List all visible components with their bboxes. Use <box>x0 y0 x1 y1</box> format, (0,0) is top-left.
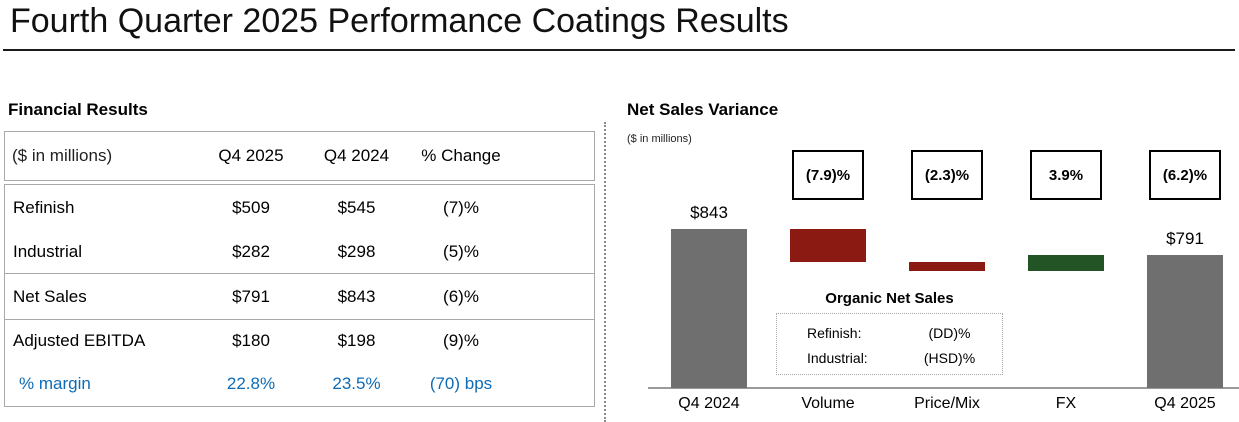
net-sales-variance-title: Net Sales Variance <box>627 100 779 119</box>
row-label: % margin <box>19 374 91 393</box>
annotation-label: Refinish: <box>807 324 862 341</box>
table-row-industrial: Industrial $282 $298 (5)% <box>5 230 594 274</box>
variance-pct-box-price-mix: (2.3)% <box>911 150 983 200</box>
x-axis-label-q4-2025: Q4 2025 <box>1154 395 1216 412</box>
row-value-change: (9)% <box>443 331 479 350</box>
x-axis-label-q4-2024: Q4 2024 <box>678 395 740 412</box>
waterfall-chart: Organic Net Sales Refinish: (DD)% Indust… <box>615 140 1239 422</box>
row-value-q4-2024: $198 <box>337 331 376 350</box>
organic-net-sales-box: Refinish: (DD)% Industrial: (HSD)% <box>776 313 1003 375</box>
x-axis-label-fx: FX <box>1055 395 1077 412</box>
organic-net-sales-title: Organic Net Sales <box>825 290 954 307</box>
table-row-net-sales: Net Sales $791 $843 (6)% <box>5 274 594 320</box>
row-value-change: (6)% <box>443 286 479 306</box>
row-label: Refinish <box>13 197 75 217</box>
row-value-q4-2024: 23.5% <box>332 374 381 393</box>
financial-table-body: Refinish $509 $545 (7)% Industrial $282 … <box>4 184 595 407</box>
x-axis-label-price-mix: Price/Mix <box>914 395 980 412</box>
table-row-refinish: Refinish $509 $545 (7)% <box>5 185 594 230</box>
x-axis-label-volume: Volume <box>801 395 855 412</box>
annotation-value: (DD)% <box>928 324 971 341</box>
annotation-row-industrial: Industrial: (HSD)% <box>777 345 1002 370</box>
annotation-label: Industrial: <box>807 349 868 366</box>
row-value-q4-2024: $298 <box>337 241 376 261</box>
bar-price-mix <box>909 261 985 272</box>
value-label-q4-2024: $843 <box>690 203 728 222</box>
variance-pct-box-q4-2025: (6.2)% <box>1149 150 1221 200</box>
variance-pct-box-fx: 3.9% <box>1030 150 1102 200</box>
title-underline <box>3 49 1235 51</box>
bar-q4-2024 <box>671 229 747 388</box>
row-value-q4-2025: $509 <box>232 197 270 217</box>
bar-volume <box>790 229 866 262</box>
row-label: Adjusted EBITDA <box>13 331 146 350</box>
row-value-q4-2024: $545 <box>337 197 376 217</box>
section-divider <box>604 122 606 422</box>
row-value-q4-2025: $791 <box>232 286 270 306</box>
row-value-change: (70) bps <box>429 374 493 393</box>
financial-table-header: ($ in millions) Q4 2025 Q4 2024 % Change <box>4 131 595 181</box>
bar-q4-2025 <box>1147 254 1223 388</box>
x-axis-line <box>648 387 1239 389</box>
table-row-margin: % margin 22.8% 23.5% (70) bps <box>5 362 594 406</box>
row-value-q4-2025: $282 <box>232 241 270 261</box>
financial-results-title: Financial Results <box>8 100 148 119</box>
row-label: Industrial <box>13 241 82 261</box>
row-value-change: (5)% <box>443 241 479 261</box>
column-header-q4-2024: Q4 2024 <box>323 146 390 165</box>
value-label-q4-2025: $791 <box>1166 228 1204 248</box>
annotation-value: (HSD)% <box>923 349 976 366</box>
annotation-row-refinish: Refinish: (DD)% <box>777 320 1002 345</box>
row-label: Net Sales <box>13 286 87 306</box>
column-header-q4-2025: Q4 2025 <box>218 146 284 165</box>
units-note: ($ in millions) <box>12 146 113 165</box>
row-value-q4-2025: $180 <box>232 331 270 350</box>
row-value-q4-2025: 22.8% <box>226 374 276 393</box>
row-value-change: (7)% <box>443 197 479 217</box>
variance-pct-box-volume: (7.9)% <box>792 150 864 200</box>
bar-fx <box>1028 255 1104 272</box>
units-note: ($ in millions) <box>627 133 692 145</box>
table-row-adjusted-ebitda: Adjusted EBITDA $180 $198 (9)% <box>5 320 594 362</box>
page-title: Fourth Quarter 2025 Performance Coatings… <box>10 2 789 40</box>
column-header-pct-change: % Change <box>421 146 501 165</box>
row-value-q4-2024: $843 <box>337 286 376 306</box>
